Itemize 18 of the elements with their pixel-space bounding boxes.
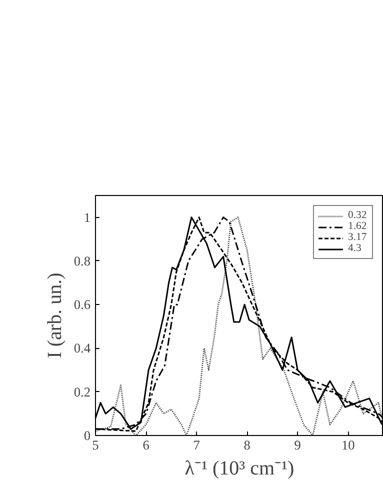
legend-label: 4.3 [348, 243, 362, 254]
y-axis-title: I (arb. un.) [44, 272, 66, 358]
x-tick-label: 10 [341, 438, 356, 452]
x-tick-label: 7 [193, 438, 200, 452]
x-tick-label: 5 [92, 438, 100, 452]
x-tick-label: 8 [244, 438, 251, 452]
y-tick-label: 0.2 [74, 384, 91, 400]
x-tick-label: 6 [142, 438, 150, 452]
legend-label: 1.62 [348, 221, 368, 232]
legend-label: 3.17 [348, 232, 368, 243]
y-tick-label: 0.4 [74, 340, 91, 356]
x-axis-title: λ⁻¹ (10³ cm⁻¹) [184, 458, 294, 480]
y-tick-label: 0 [84, 428, 91, 443]
y-tick-label: 0.6 [74, 297, 91, 312]
y-tick-label: 1 [84, 210, 91, 225]
y-tick-label: 0.8 [74, 253, 91, 268]
legend-label: 0.32 [348, 210, 368, 221]
x-tick-label: 9 [294, 438, 302, 452]
